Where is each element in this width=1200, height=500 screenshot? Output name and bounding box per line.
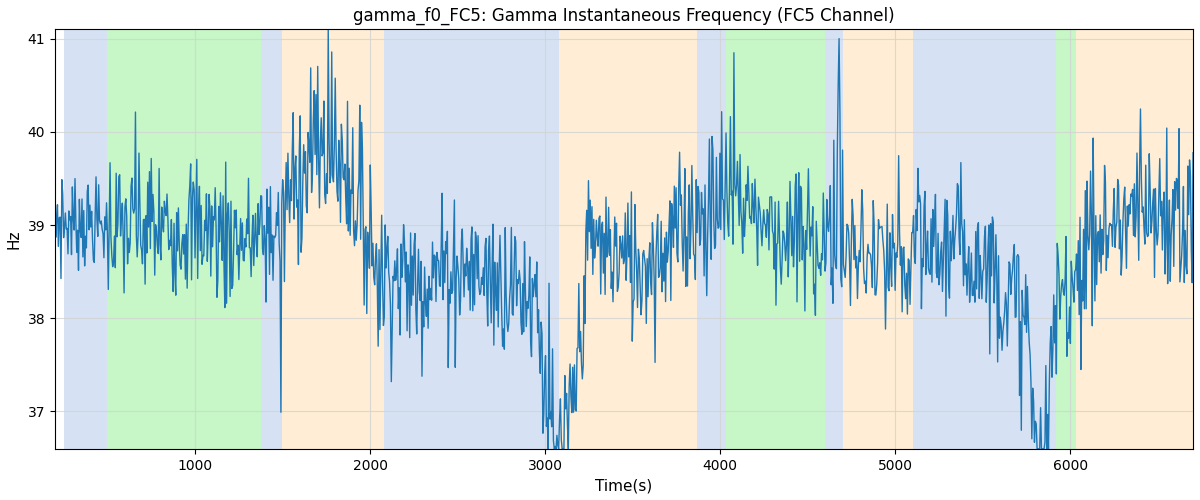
Bar — [1056, 30, 1075, 449]
Bar — [842, 30, 913, 449]
Bar — [1075, 30, 1193, 449]
Bar — [697, 30, 726, 449]
Bar — [107, 30, 262, 449]
Bar — [826, 30, 842, 449]
Bar — [262, 30, 282, 449]
Title: gamma_f0_FC5: Gamma Instantaneous Frequency (FC5 Channel): gamma_f0_FC5: Gamma Instantaneous Freque… — [353, 7, 895, 25]
Bar — [64, 30, 107, 449]
Bar — [913, 30, 1056, 449]
Bar — [726, 30, 826, 449]
Bar — [282, 30, 384, 449]
Y-axis label: Hz: Hz — [7, 230, 22, 249]
X-axis label: Time(s): Time(s) — [595, 478, 653, 493]
Bar — [384, 30, 559, 449]
Bar — [559, 30, 697, 449]
